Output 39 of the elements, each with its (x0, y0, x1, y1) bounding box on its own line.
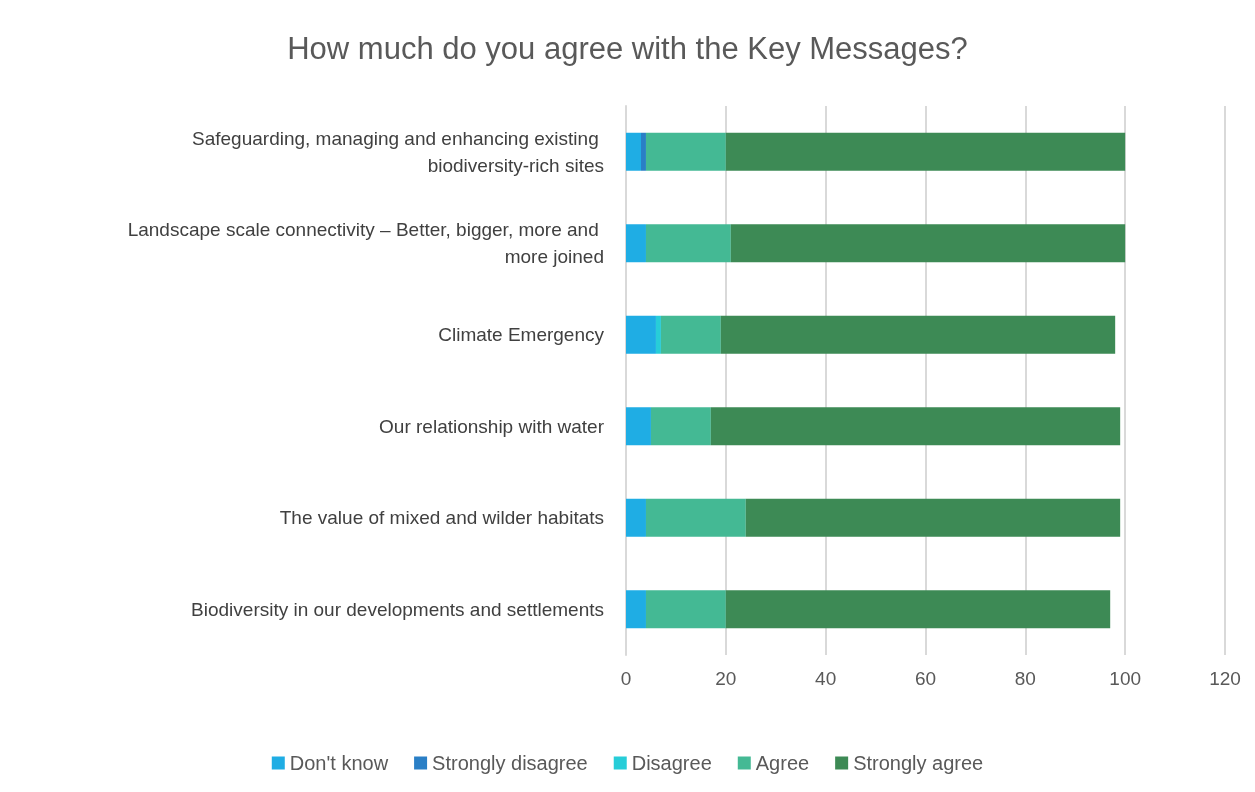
y-tick-label: The value of mixed and wilder habitats (279, 507, 604, 529)
y-tick-label: Climate Emergency (438, 324, 605, 346)
legend-label: Disagree (631, 752, 712, 774)
bar (655, 315, 661, 354)
legend-label: Agree (755, 752, 810, 774)
legend-label: Strongly agree (853, 752, 984, 774)
y-tick-label: Biodiversity in our developments and settlements (191, 598, 604, 620)
bar (725, 590, 1111, 629)
legend-label: Don't know (289, 752, 389, 774)
x-tick-label: 80 (1014, 668, 1036, 689)
legend-label: Strongly disagree (432, 752, 588, 774)
bar (650, 407, 711, 446)
bar (645, 590, 726, 629)
y-tick-label: Our relationship with water (379, 415, 605, 437)
bar (660, 315, 721, 354)
y-tick-label: Safeguarding, managing and enhancing existing biodiversity-rich sites (192, 127, 604, 176)
bar (626, 132, 641, 171)
bar (626, 407, 651, 446)
x-tick-label: 60 (914, 668, 937, 689)
x-tick-label: 120 (1209, 668, 1241, 689)
y-tick-label: Landscape scale connectivity – Better, bigger, more and more joined (127, 219, 604, 268)
bar (645, 132, 726, 171)
bar (710, 407, 1121, 446)
bar (725, 132, 1126, 171)
x-tick-label: 100 (1109, 668, 1142, 689)
bar (745, 498, 1121, 537)
chart-title: How much do you agree with the Key Messages? (287, 31, 968, 66)
bar (626, 590, 646, 629)
bar (730, 224, 1126, 263)
bar (645, 224, 731, 263)
x-tick-label: 20 (715, 668, 737, 689)
bar (640, 132, 646, 171)
bar (626, 498, 646, 537)
x-tick-label: 0 (620, 668, 632, 689)
bar (626, 315, 656, 354)
bar (720, 315, 1116, 354)
bar (645, 498, 746, 537)
x-tick-label: 40 (815, 668, 837, 689)
bar (626, 224, 646, 263)
